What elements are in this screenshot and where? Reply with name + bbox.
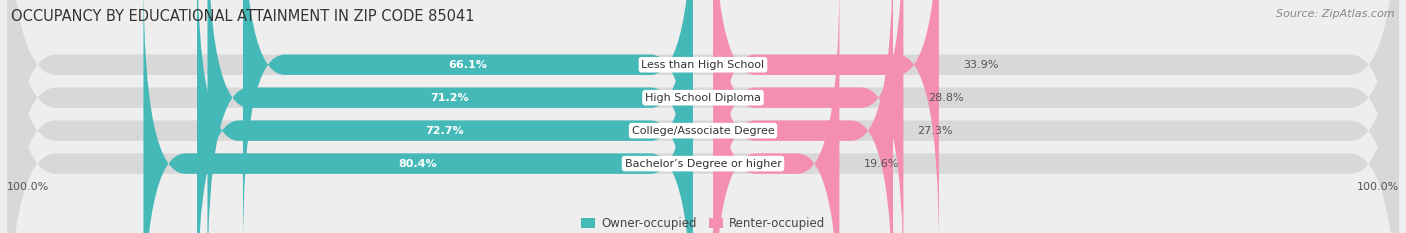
FancyBboxPatch shape bbox=[7, 0, 1399, 233]
Text: 72.7%: 72.7% bbox=[426, 126, 464, 136]
Text: 28.8%: 28.8% bbox=[928, 93, 963, 103]
Text: College/Associate Degree: College/Associate Degree bbox=[631, 126, 775, 136]
FancyBboxPatch shape bbox=[713, 0, 839, 233]
Text: 71.2%: 71.2% bbox=[430, 93, 470, 103]
Text: 80.4%: 80.4% bbox=[399, 159, 437, 169]
Text: Source: ZipAtlas.com: Source: ZipAtlas.com bbox=[1277, 9, 1395, 19]
Text: 66.1%: 66.1% bbox=[449, 60, 488, 70]
FancyBboxPatch shape bbox=[208, 0, 693, 233]
Text: 33.9%: 33.9% bbox=[963, 60, 998, 70]
Text: OCCUPANCY BY EDUCATIONAL ATTAINMENT IN ZIP CODE 85041: OCCUPANCY BY EDUCATIONAL ATTAINMENT IN Z… bbox=[11, 9, 475, 24]
FancyBboxPatch shape bbox=[7, 0, 1399, 233]
Text: High School Diploma: High School Diploma bbox=[645, 93, 761, 103]
FancyBboxPatch shape bbox=[143, 0, 693, 233]
Text: 27.3%: 27.3% bbox=[917, 126, 953, 136]
FancyBboxPatch shape bbox=[197, 0, 693, 233]
FancyBboxPatch shape bbox=[713, 0, 893, 233]
FancyBboxPatch shape bbox=[713, 0, 904, 233]
FancyBboxPatch shape bbox=[243, 0, 693, 233]
Text: 100.0%: 100.0% bbox=[7, 182, 49, 192]
Text: Less than High School: Less than High School bbox=[641, 60, 765, 70]
FancyBboxPatch shape bbox=[7, 0, 1399, 233]
Text: 100.0%: 100.0% bbox=[1357, 182, 1399, 192]
FancyBboxPatch shape bbox=[7, 0, 1399, 233]
Text: 19.6%: 19.6% bbox=[863, 159, 900, 169]
FancyBboxPatch shape bbox=[713, 0, 939, 233]
Text: Bachelor’s Degree or higher: Bachelor’s Degree or higher bbox=[624, 159, 782, 169]
Legend: Owner-occupied, Renter-occupied: Owner-occupied, Renter-occupied bbox=[576, 212, 830, 233]
